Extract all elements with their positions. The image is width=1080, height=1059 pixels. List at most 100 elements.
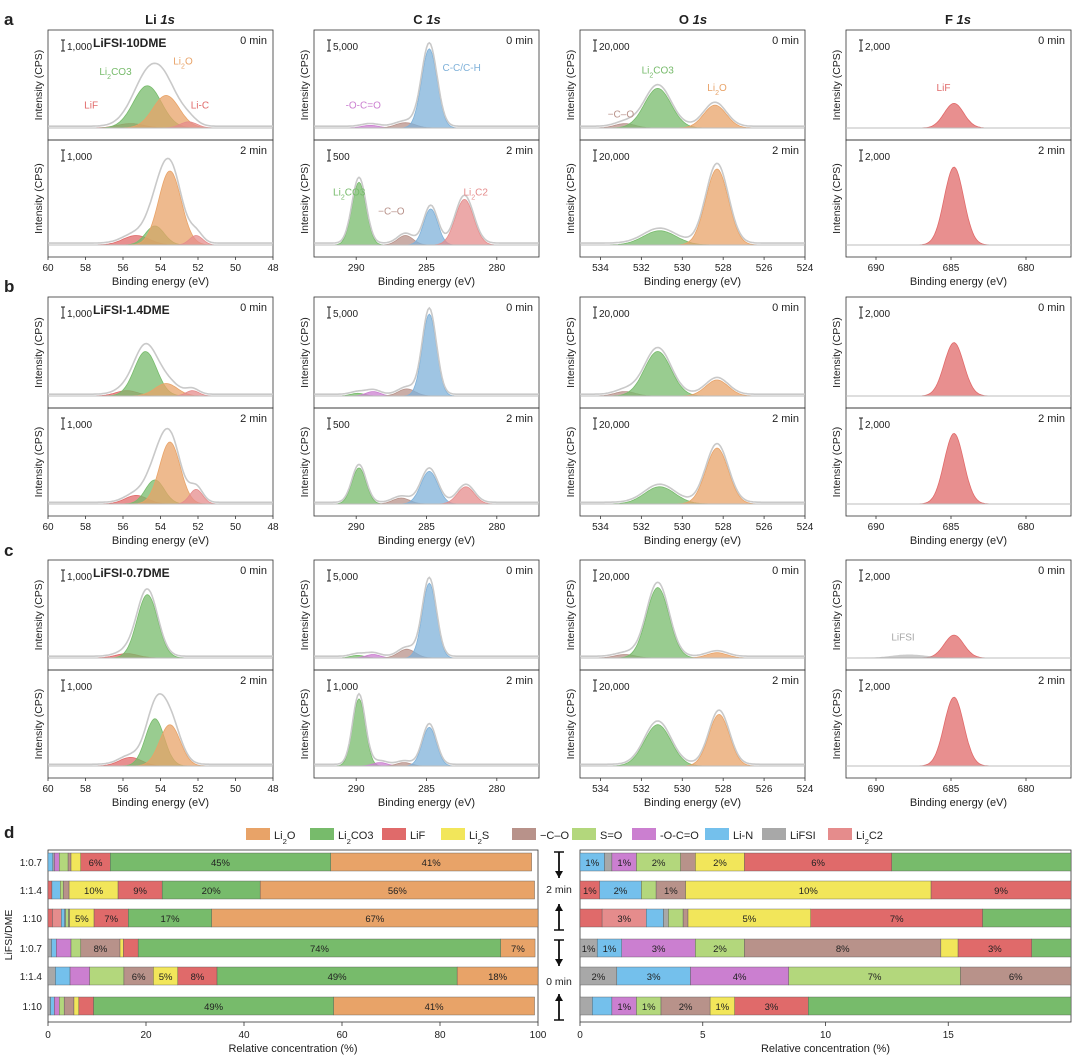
legend-swatch	[246, 828, 270, 840]
x-axis-label: Relative concentration (%)	[228, 1043, 357, 1055]
x-tick-label: 524	[797, 784, 814, 795]
x-tick-label: 56	[117, 784, 129, 795]
xps-panel-0-3-1: 2,000 2 min Intensity (CPS) 690 685 680 Bindin…	[831, 139, 1072, 288]
xps-panel-0-2-1: 20,000 2 min Intensity (CPS) 534 532 530 528 52…	[565, 139, 814, 288]
species-label: LiF	[937, 83, 951, 94]
species-label: LiF	[84, 101, 98, 112]
bar-value-label: 1%	[664, 886, 678, 897]
time-label: 0 min	[506, 565, 533, 577]
x-tick-label: 528	[715, 263, 732, 274]
scale-value: 20,000	[599, 682, 630, 693]
y-axis-label: Intensity (CPS)	[831, 689, 843, 760]
x-tick-label: 526	[756, 263, 773, 274]
bar-segment-Li2S	[73, 996, 80, 1016]
bar-value-label: 6%	[132, 972, 146, 983]
x-tick-label: 54	[155, 263, 167, 274]
x-tick-label: 52	[192, 263, 204, 274]
bar-value-label: 67%	[365, 914, 385, 925]
y-axis-label: Intensity (CPS)	[33, 163, 45, 234]
bar-segment-S=O	[60, 880, 64, 900]
peak-CC	[314, 582, 539, 659]
x-tick-label: 532	[633, 263, 650, 274]
x-tick-label: 290	[348, 784, 365, 795]
bar-segment-OCO	[56, 938, 72, 958]
row-label: 1:1.4	[20, 972, 43, 983]
y-axis-label: Intensity (CPS)	[299, 317, 311, 388]
bar-segment-Li-N	[55, 966, 71, 986]
envelope-line	[314, 41, 539, 127]
xps-panel-2-1-1: 1,000 2 min Intensity (CPS) 290 285 280 Bindin…	[299, 669, 540, 809]
peak-LiFSI	[846, 654, 1071, 658]
bar-value-label: 49%	[328, 972, 348, 983]
legend-swatch	[762, 828, 786, 840]
arrow-head	[555, 871, 563, 878]
bar-segment-Li2CO3	[891, 852, 1072, 872]
legend-swatch	[441, 828, 465, 840]
group-label: 2 min	[546, 884, 572, 896]
x-tick-label: 685	[943, 522, 960, 533]
bar-segment-Li-N	[50, 996, 55, 1016]
x-tick-label: 534	[592, 784, 609, 795]
bar-segment-C-O	[63, 996, 75, 1016]
scale-value: 20,000	[599, 152, 630, 163]
y-axis-label: Intensity (CPS)	[565, 580, 577, 651]
row-label: 1:0.7	[20, 858, 43, 869]
envelope-line	[48, 62, 273, 127]
time-label: 0 min	[240, 565, 267, 577]
x-tick-label: 60	[42, 263, 54, 274]
xps-panel-1-3-0: 2,000 0 min Intensity (CPS)	[831, 296, 1072, 409]
bar-value-label: 1%	[716, 1002, 730, 1013]
time-label: 2 min	[1038, 413, 1065, 425]
bar-segment-Li2CO3	[982, 908, 1072, 928]
row-label: 1:1.4	[20, 886, 43, 897]
legend-label: LiFSI	[790, 830, 816, 842]
y-axis-label: Intensity (CPS)	[565, 50, 577, 121]
sample-label: LiFSI-1.4DME	[93, 303, 170, 317]
scale-value: 2,000	[865, 682, 890, 693]
bar-segment-Li2O	[211, 908, 539, 928]
x-tick-label: 530	[674, 522, 691, 533]
xps-panel-1-3-1: 2,000 2 min Intensity (CPS) 690 685 680 Bindin…	[831, 407, 1072, 547]
x-tick-label: 54	[155, 522, 167, 533]
x-tick-label: 285	[418, 522, 435, 533]
x-tick-label: 285	[418, 784, 435, 795]
x-axis-label: Binding energy (eV)	[910, 276, 1007, 288]
peak-LiF	[846, 102, 1071, 129]
bar-value-label: 5%	[743, 914, 757, 925]
x-tick-label: 60	[42, 784, 54, 795]
bar-segment-Li-N	[646, 908, 664, 928]
xps-panel-0-1-1: 500 2 min Li2CO3 −C–O Li2C2 Intensity (CPS) 29…	[299, 139, 540, 288]
bar-value-label: 7%	[511, 944, 525, 955]
bar-segment-Li2O	[500, 938, 536, 958]
envelope-line	[314, 463, 539, 504]
y-axis-label: Intensity (CPS)	[565, 427, 577, 498]
y-axis-label: Intensity (CPS)	[299, 163, 311, 234]
envelope-line	[580, 442, 805, 504]
column-title-0: Li 1s	[145, 12, 175, 27]
x-tick-label: 690	[868, 263, 885, 274]
bar-segment-C-O	[682, 908, 689, 928]
column-title-2: O 1s	[679, 12, 707, 27]
x-tick-label: 48	[267, 263, 279, 274]
bar-value-label: 1%	[583, 886, 597, 897]
panel-letter: b	[4, 277, 14, 296]
xps-panel-1-2-1: 20,000 2 min Intensity (CPS) 534 532 530 528 52…	[565, 407, 814, 547]
peak-LiF	[846, 166, 1071, 246]
time-label: 0 min	[772, 35, 799, 47]
bar-segment-Li-N	[61, 908, 65, 928]
time-label: 2 min	[506, 675, 533, 687]
bar-value-label: 1%	[603, 944, 617, 955]
xps-panel-1-1-0: 5,000 0 min Intensity (CPS)	[299, 296, 540, 409]
bar-value-label: 6%	[1009, 972, 1023, 983]
scale-value: 2,000	[865, 309, 890, 320]
bars-zoom: 1% 1% 2% 2% 6% 1% 2% 1% 10% 9% 3% 5% 7% 1% 1% 3% 2% 8% 3% 2…	[577, 849, 1072, 1055]
y-axis-label: Intensity (CPS)	[831, 317, 843, 388]
bar-value-label: 2%	[713, 944, 727, 955]
bar-value-label: 9%	[133, 886, 147, 897]
time-label: 2 min	[1038, 675, 1065, 687]
xps-panel-2-2-1: 20,000 2 min Intensity (CPS) 534 532 530 528 52…	[565, 669, 814, 809]
scale-value: 20,000	[599, 420, 630, 431]
envelope-line	[580, 709, 805, 766]
sample-label: LiFSI-10DME	[93, 36, 166, 50]
bar-value-label: 8%	[191, 972, 205, 983]
